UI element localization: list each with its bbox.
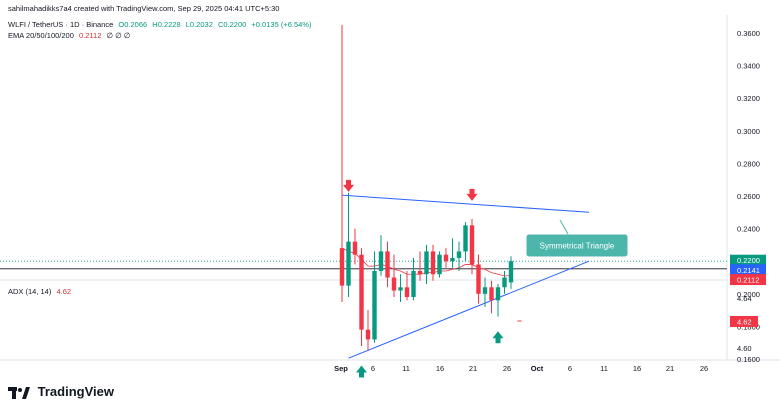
- upper-trendline: [341, 194, 590, 213]
- candle-body: [378, 251, 384, 271]
- price-tick-label: 0.3200: [737, 94, 760, 103]
- ohlc-high: H0.2228: [152, 20, 181, 29]
- candle-body: [502, 277, 507, 288]
- ema-price-label-bg: [730, 274, 766, 286]
- candle-body: [404, 287, 410, 298]
- time-tick-label: 26: [700, 364, 708, 373]
- candle-body: [476, 264, 481, 294]
- current-price-label-bg: [730, 254, 766, 266]
- candle-body: [430, 251, 436, 275]
- adx-tick-label: 4.60: [737, 344, 752, 353]
- time-tick-label: Sep: [334, 364, 348, 373]
- ema-legend: EMA 20/50/100/200 0.2112 ∅ ∅ ∅: [8, 31, 133, 41]
- time-tick-label: Oct: [531, 364, 544, 373]
- ohlc-change: +0.0135 (+6.54%): [251, 20, 312, 29]
- chart-credit: sahilmahadikks7a4 created with TradingVi…: [8, 4, 280, 13]
- candle-body: [463, 225, 468, 252]
- adx-label: ADX (14, 14): [8, 287, 52, 296]
- ohlc-close: C0.2200: [217, 20, 247, 29]
- time-tick-label: 16: [436, 364, 444, 373]
- tradingview-logo-text: TradingView: [37, 384, 114, 399]
- candle-body: [508, 261, 514, 283]
- candle-body: [437, 254, 442, 275]
- tradingview-logo: TradingView: [8, 384, 114, 399]
- annotation-label: Symmetrical Triangle: [540, 242, 615, 251]
- candle-body: [495, 287, 501, 301]
- price-tick-label: 0.1600: [737, 355, 760, 364]
- price-tick-label: 0.2000: [737, 290, 760, 299]
- candle-body: [411, 270, 416, 298]
- time-tick-label: 16: [633, 364, 641, 373]
- ema-price-label: 0.2112: [737, 276, 759, 285]
- candle-body: [417, 270, 423, 275]
- time-tick-label: 21: [469, 364, 477, 373]
- candle-body: [398, 287, 403, 291]
- adx-current-bg: [730, 316, 758, 327]
- symbol-name: WLFI / TetherUS · 1D · Binance: [8, 20, 114, 29]
- candle-body: [385, 251, 390, 278]
- candle-body: [424, 251, 429, 275]
- level-price-label-bg: [730, 264, 766, 276]
- adx-current-label: 4.62: [737, 318, 752, 327]
- current-price-label: 0.2200: [737, 256, 760, 265]
- ema-label: EMA 20/50/100/200: [8, 31, 74, 40]
- down-arrow-left: [343, 179, 354, 192]
- price-tick-label: 0.3400: [737, 62, 760, 71]
- price-chart[interactable]: 0.3600 0.3400 0.3200 0.3000 0.2800 0.2600 0.24…: [0, 0, 780, 380]
- price-tick-label: 0.2400: [737, 225, 760, 234]
- candle-body: [469, 225, 475, 265]
- down-arrow-right: [466, 188, 478, 201]
- ema-value: 0.2112: [78, 31, 102, 40]
- candle-body: [359, 254, 364, 330]
- price-tick-label: 0.2800: [737, 159, 760, 168]
- candle-body: [450, 257, 455, 262]
- candle-body: [443, 254, 449, 262]
- candle-body: [391, 277, 397, 291]
- candle-body: [489, 287, 494, 301]
- time-tick-label: 6: [568, 364, 572, 373]
- adx-legend: ADX (14, 14) 4.62: [8, 287, 74, 297]
- time-tick-label: 11: [402, 364, 410, 373]
- ohlc-open: O0.2066: [118, 20, 148, 29]
- symbol-legend: WLFI / TetherUS · 1D · Binance O0.2066 H…: [8, 20, 314, 30]
- time-tick-label: 21: [666, 364, 674, 373]
- candle-body: [339, 248, 345, 286]
- time-tick-label: 11: [600, 364, 608, 373]
- up-arrow-left: [356, 365, 367, 378]
- time-tick-label: 6: [371, 364, 375, 373]
- candle-body: [482, 287, 488, 294]
- annotation-callout: [525, 233, 629, 258]
- adx-value: 4.62: [56, 287, 72, 296]
- lower-trendline: [348, 260, 590, 359]
- candle-body: [352, 241, 358, 255]
- adx-tick-label: 4.64: [737, 294, 752, 303]
- up-arrow-right: [492, 331, 504, 344]
- annotation-pointer: [559, 219, 569, 235]
- candle-body: [346, 241, 351, 286]
- candle-body: [372, 270, 377, 340]
- tradingview-logo-icon: [8, 386, 30, 399]
- ohlc-low: L0.2032: [185, 20, 213, 29]
- price-tick-label: 0.3600: [737, 29, 760, 38]
- ema-others: ∅ ∅ ∅: [106, 31, 131, 40]
- level-price-label: 0.2141: [737, 266, 760, 275]
- price-tick-label: 0.3000: [737, 127, 760, 136]
- candle-body: [456, 251, 462, 258]
- price-tick-label: 0.2600: [737, 192, 760, 201]
- candle-body: [365, 329, 371, 340]
- time-tick-label: 26: [503, 364, 511, 373]
